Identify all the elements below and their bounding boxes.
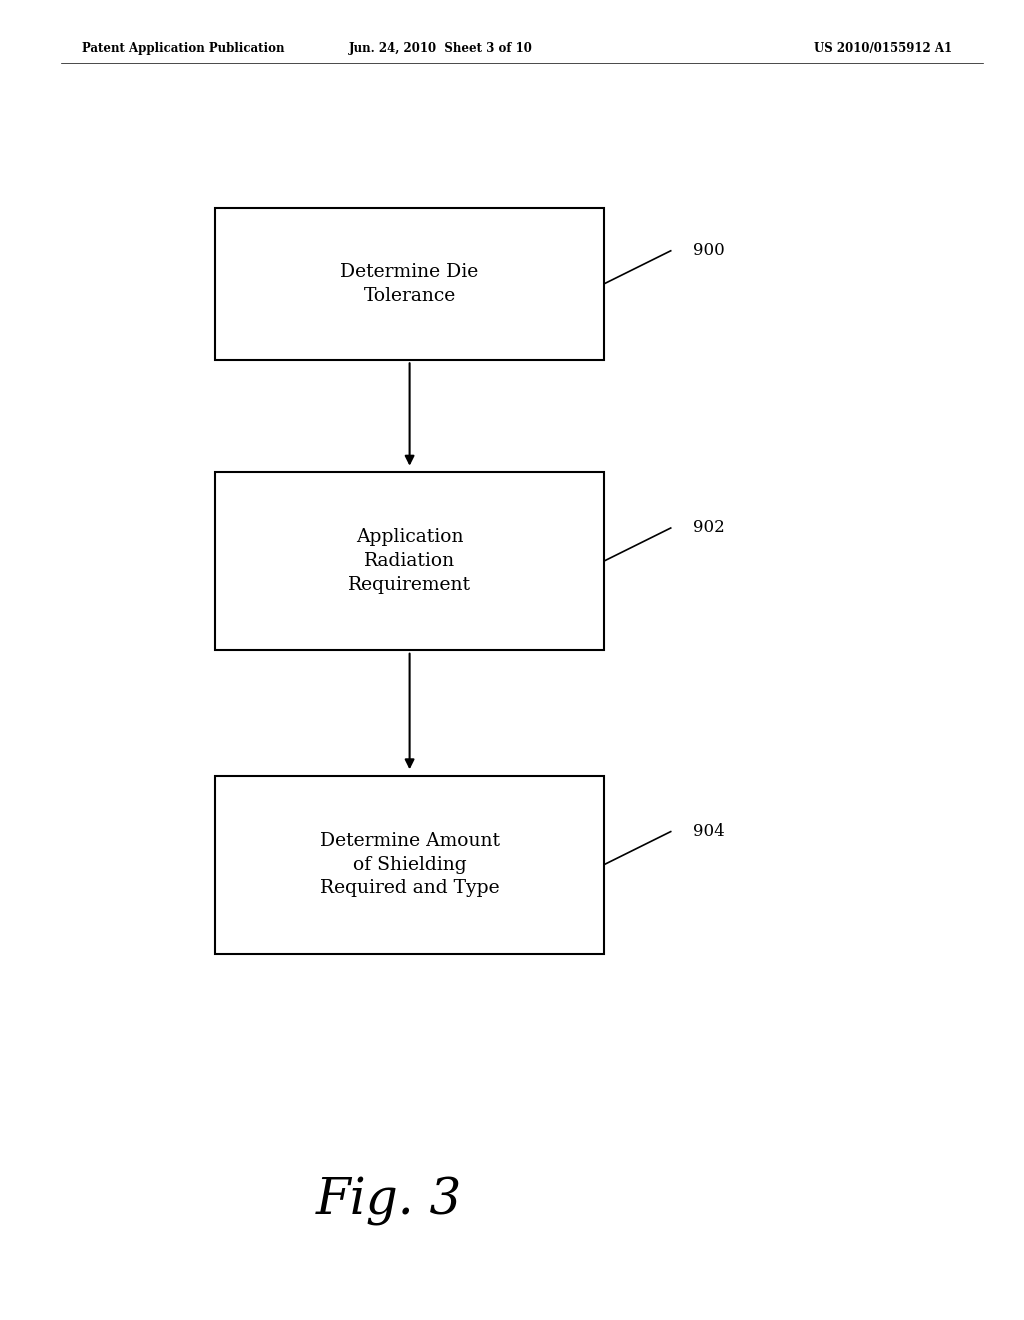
Text: Jun. 24, 2010  Sheet 3 of 10: Jun. 24, 2010 Sheet 3 of 10 (348, 42, 532, 55)
Text: Fig. 3: Fig. 3 (316, 1176, 462, 1226)
Text: Determine Die
Tolerance: Determine Die Tolerance (340, 263, 479, 305)
Text: Patent Application Publication: Patent Application Publication (82, 42, 285, 55)
Text: Determine Amount
of Shielding
Required and Type: Determine Amount of Shielding Required a… (319, 832, 500, 898)
Text: US 2010/0155912 A1: US 2010/0155912 A1 (814, 42, 952, 55)
Bar (215, 776, 604, 953)
Text: 902: 902 (693, 520, 725, 536)
Text: 904: 904 (693, 824, 725, 840)
Text: 900: 900 (693, 243, 725, 259)
Bar (215, 207, 604, 359)
Bar (215, 471, 604, 651)
Text: Application
Radiation
Requirement: Application Radiation Requirement (348, 528, 471, 594)
